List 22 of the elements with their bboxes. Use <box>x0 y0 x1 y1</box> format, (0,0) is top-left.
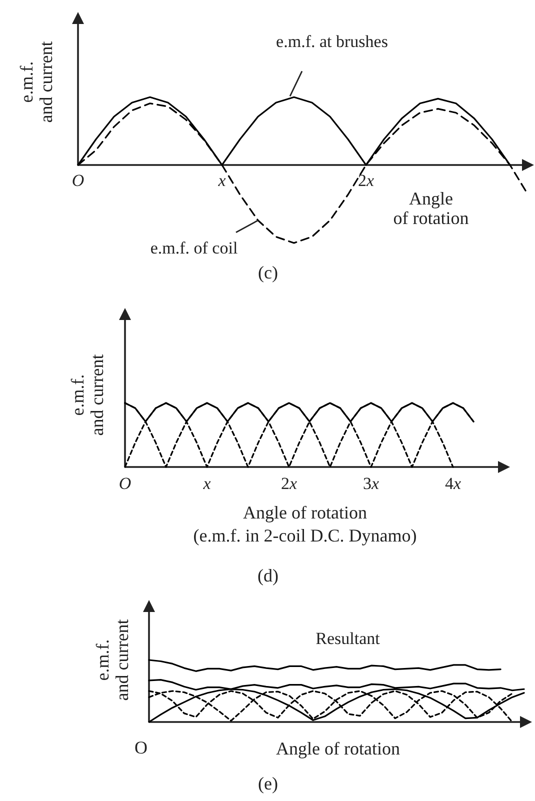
text: (e.m.f. in 2-coil D.C. Dynamo) <box>193 525 417 546</box>
series-label: e.m.f. of coil <box>150 238 238 258</box>
text: (e) <box>258 773 278 794</box>
x-tick-label: 2x <box>358 171 374 190</box>
text: (c) <box>258 262 278 282</box>
series-label: Resultant <box>316 629 380 648</box>
x-tick-label: x <box>217 171 226 190</box>
x-tick-label: O <box>72 171 84 190</box>
y-axis-title: e.m.f. and current <box>16 41 56 123</box>
y-axis-title: e.m.f. and current <box>92 619 132 701</box>
text: (d) <box>258 565 278 586</box>
x-tick-label: 3x <box>362 474 380 493</box>
x-axis-title: Angle of rotation <box>276 738 400 758</box>
x-axis-title: Angle of rotation <box>393 188 469 228</box>
y-axis-title: e.m.f. and current <box>67 354 108 436</box>
text: e.m.f. at brushes <box>276 32 388 52</box>
x-axis-title: Angle of rotation <box>243 502 367 522</box>
x-tick-label: 2x <box>280 474 298 493</box>
x-tick-label: x <box>202 474 212 493</box>
x-tick-label: O <box>118 474 132 493</box>
text: O <box>134 737 148 758</box>
x-tick-label: 4x <box>444 474 462 493</box>
